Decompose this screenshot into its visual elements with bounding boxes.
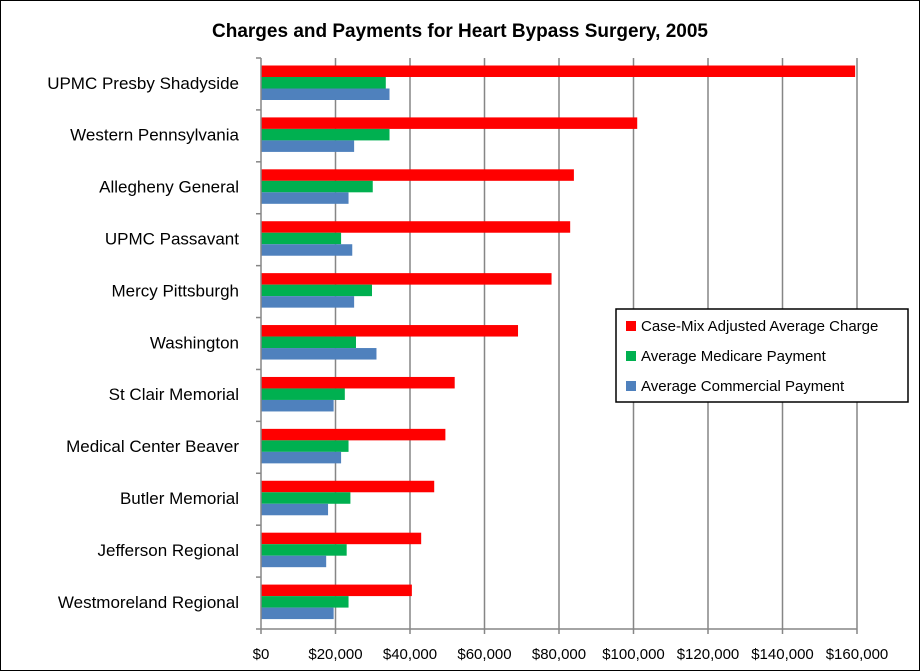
category-label: Jefferson Regional — [98, 541, 239, 560]
legend-swatch — [626, 321, 636, 331]
x-tick-label: $140,000 — [751, 646, 814, 663]
x-tick-label: $60,000 — [457, 646, 511, 663]
bar — [261, 388, 345, 400]
bar — [261, 88, 390, 100]
bar — [261, 348, 377, 360]
chart-title: Charges and Payments for Heart Bypass Su… — [212, 21, 708, 42]
bar — [261, 440, 349, 452]
bar — [261, 451, 342, 464]
bar — [261, 180, 373, 193]
legend: Case-Mix Adjusted Average Charge Average … — [615, 308, 909, 403]
legend-swatch — [626, 351, 636, 361]
bar — [261, 273, 552, 285]
bar — [261, 65, 856, 77]
x-tick-label: $100,000 — [602, 646, 665, 663]
bar — [261, 244, 353, 256]
bar — [261, 532, 422, 545]
bar — [261, 117, 638, 129]
bar — [261, 128, 390, 141]
x-tick-label: $120,000 — [677, 646, 740, 663]
bar — [261, 480, 435, 493]
bar — [261, 376, 455, 389]
bar — [261, 296, 355, 308]
x-tick-label: $0 — [253, 646, 270, 663]
legend-label: Average Commercial Payment — [641, 378, 845, 395]
category-label: St Clair Memorial — [109, 385, 239, 404]
bar — [261, 503, 329, 516]
bar — [261, 544, 347, 556]
x-tick-label: $40,000 — [383, 646, 437, 663]
bar — [261, 596, 349, 608]
category-label: Washington — [150, 333, 239, 352]
bar — [261, 77, 386, 89]
bar — [261, 192, 349, 204]
category-label: Mercy Pittsburgh — [111, 281, 239, 300]
bar — [261, 169, 574, 181]
category-label: UPMC Passavant — [105, 229, 239, 248]
category-label: Allegheny General — [99, 178, 239, 197]
bar — [261, 399, 334, 412]
bar — [261, 284, 373, 297]
category-label: Medical Center Beaver — [66, 437, 239, 456]
bar — [261, 584, 412, 597]
bar — [261, 140, 355, 152]
bar — [261, 607, 334, 620]
category-label: UPMC Presby Shadyside — [47, 74, 239, 93]
category-label: Butler Memorial — [120, 489, 239, 508]
legend-swatch — [626, 381, 636, 391]
legend-box — [615, 308, 909, 403]
x-tick-label: $80,000 — [532, 646, 586, 663]
bar — [261, 336, 356, 349]
bar — [261, 492, 351, 504]
bar — [261, 221, 571, 233]
x-tick-label: $160,000 — [826, 646, 889, 663]
bar — [261, 428, 446, 441]
legend-label: Average Medicare Payment — [641, 348, 827, 365]
category-label: Westmoreland Regional — [58, 593, 239, 612]
bar — [261, 232, 342, 245]
category-label: Western Pennsylvania — [70, 126, 239, 145]
bar — [261, 555, 327, 568]
legend-label: Case-Mix Adjusted Average Charge — [641, 318, 878, 335]
x-tick-label: $20,000 — [308, 646, 362, 663]
bar — [261, 325, 519, 337]
